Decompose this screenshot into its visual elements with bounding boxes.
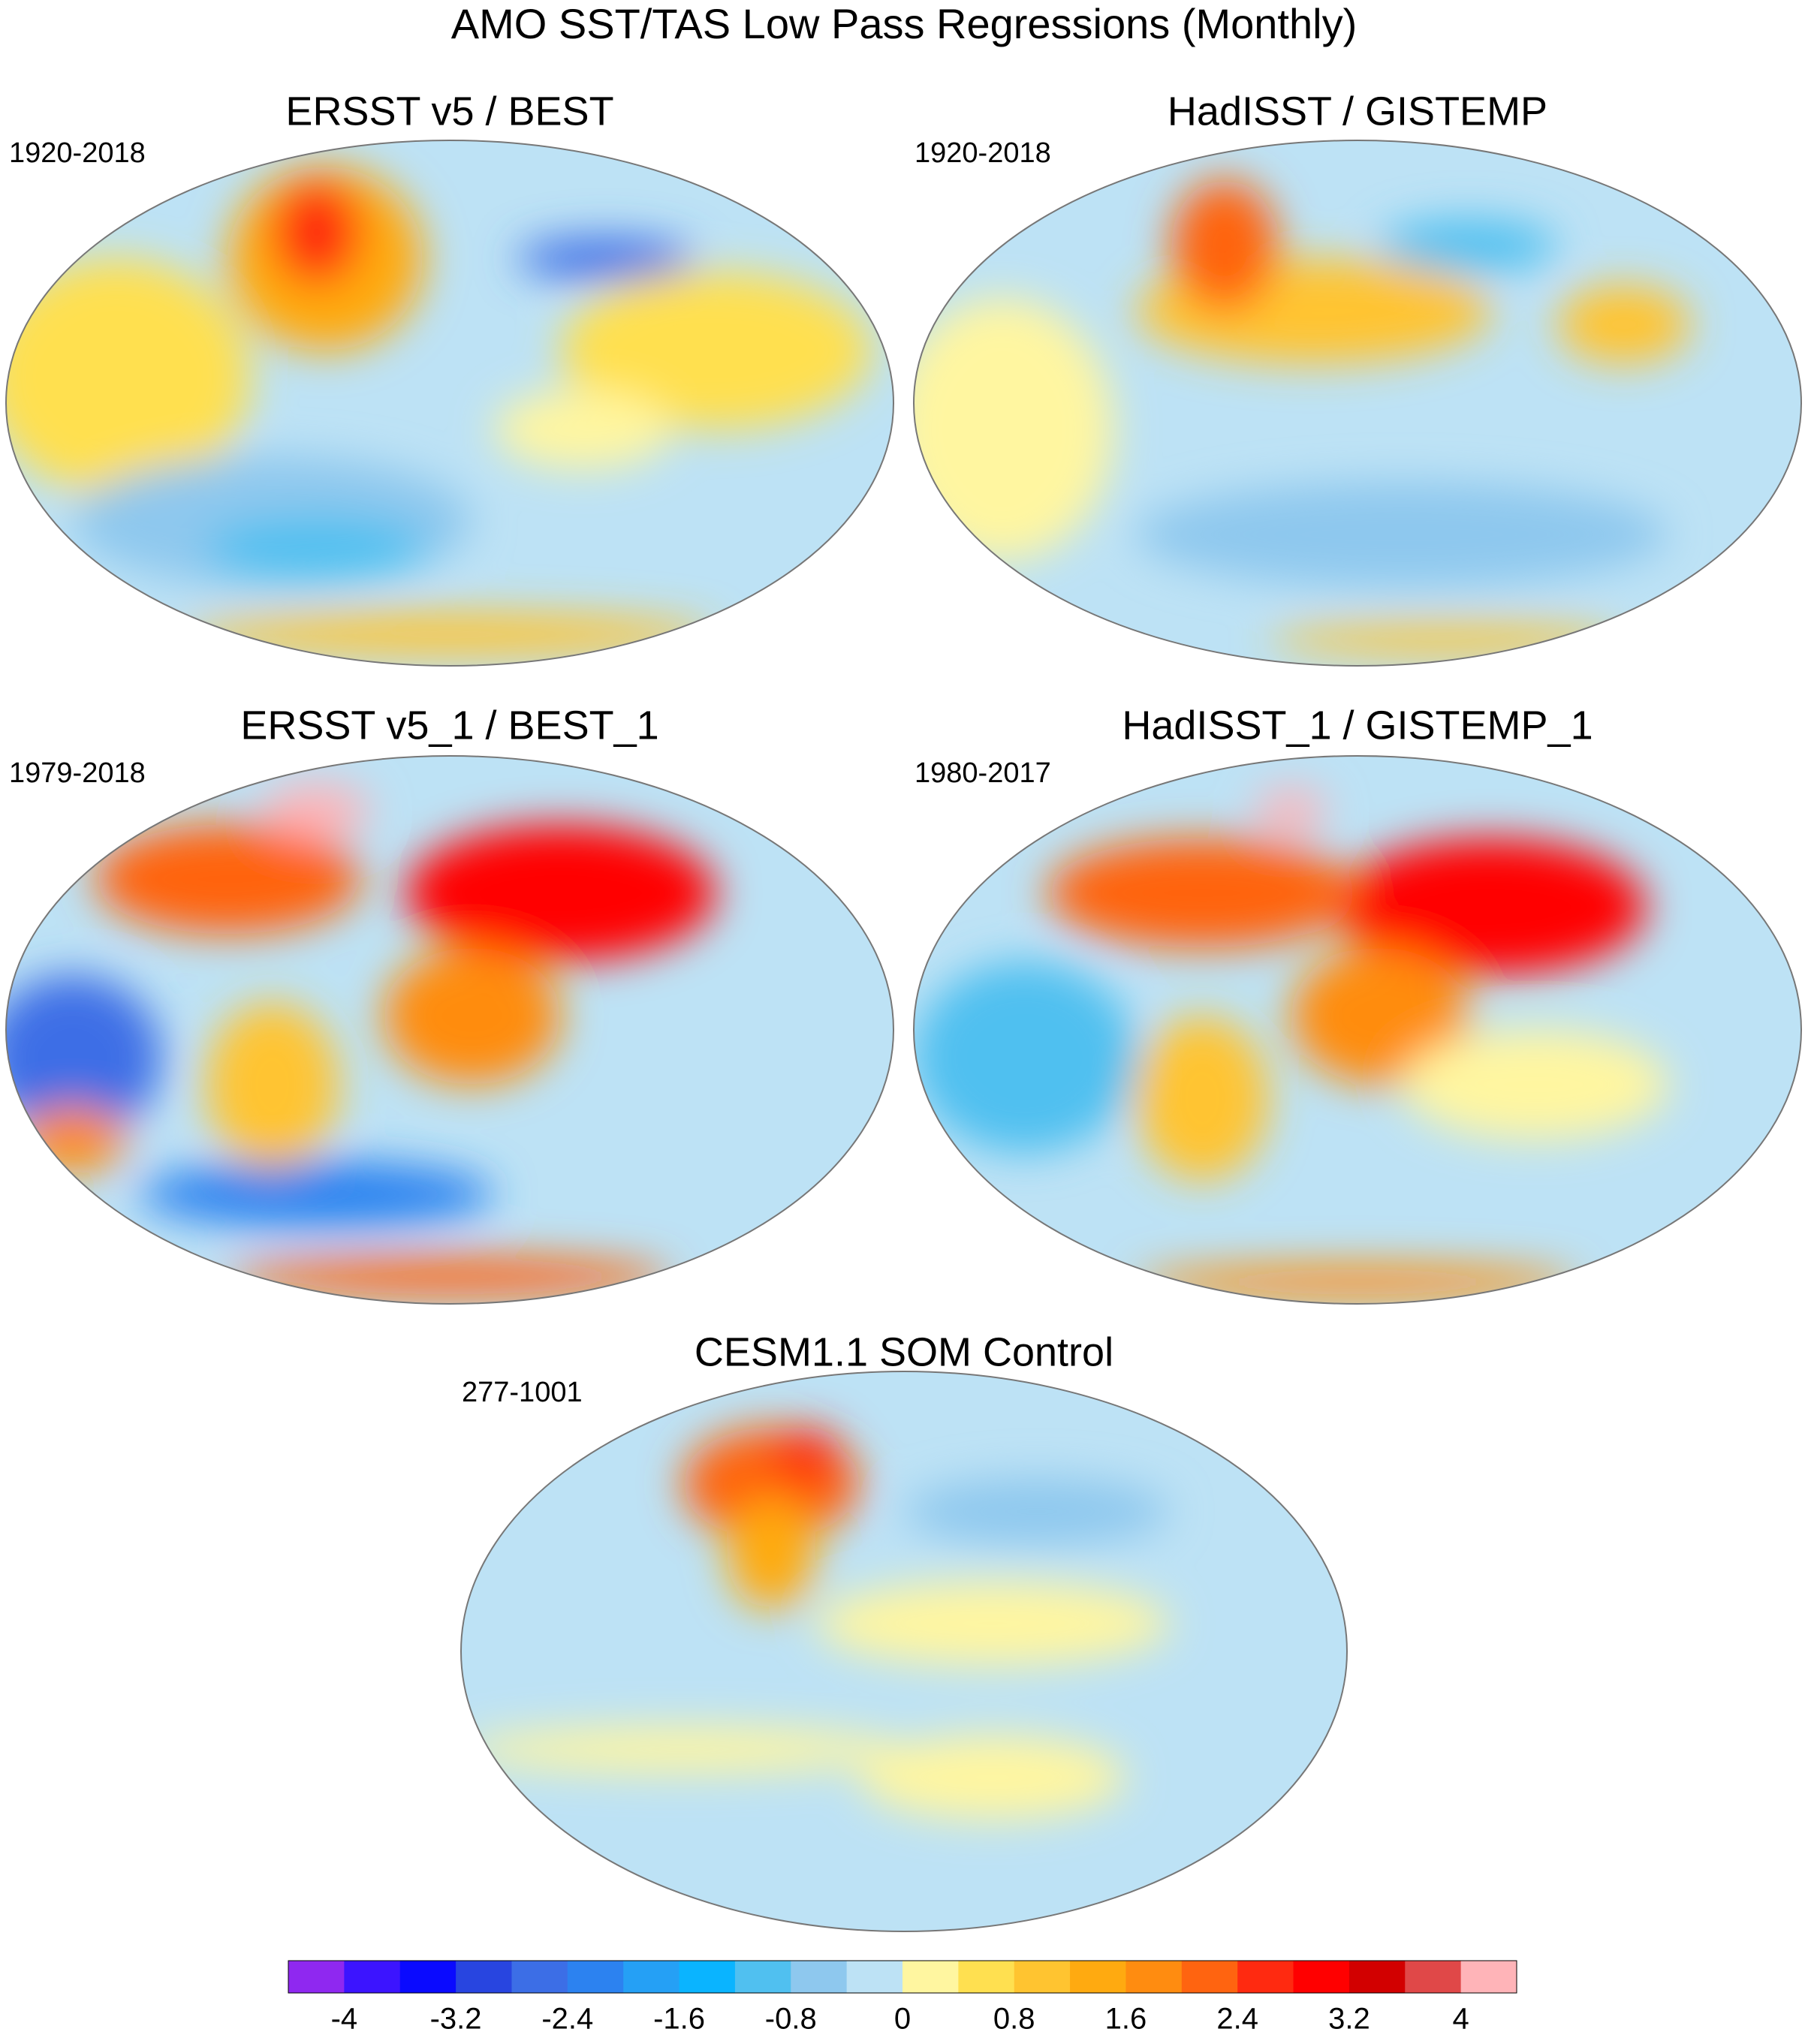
field-blob <box>1291 947 1469 1085</box>
colorbar-tick-label: 0 <box>894 2003 911 2036</box>
field-blob <box>183 613 716 655</box>
map <box>461 1371 1347 1931</box>
map-outline <box>5 140 894 667</box>
colorbar-box <box>511 1961 568 1993</box>
field-blob <box>1268 624 1624 655</box>
panel-title: ERSST v5 / BEST <box>285 89 613 134</box>
field-blob <box>1379 219 1557 272</box>
colorbar-tick-label: 0.8 <box>993 2003 1035 2036</box>
period-label: 1979-2018 <box>9 757 146 789</box>
map-outline <box>913 755 1802 1305</box>
field-blob <box>914 961 1136 1154</box>
field-blob <box>1255 788 1327 833</box>
colorbar-box <box>1237 1961 1294 1993</box>
field-blob <box>560 272 872 429</box>
field-blob <box>272 179 361 285</box>
field-blob <box>263 783 370 838</box>
field-blob <box>461 1726 904 1772</box>
map <box>6 140 893 666</box>
colorbar-frame <box>288 1960 1517 1994</box>
period-label: 1980-2017 <box>915 757 1051 789</box>
field-blob <box>1335 838 1647 975</box>
field-blob <box>95 824 361 935</box>
colorbar-box <box>734 1961 791 1993</box>
colorbar-box <box>456 1961 512 1993</box>
colorbar-box <box>1293 1961 1350 1993</box>
colorbar-box <box>344 1961 401 1993</box>
field-blob <box>205 516 428 579</box>
colorbar-box <box>1460 1961 1517 1993</box>
field-blob <box>1135 482 1668 587</box>
colorbar-box <box>1181 1961 1238 1993</box>
panel-title: ERSST v5_1 / BEST_1 <box>240 703 658 748</box>
field-blob <box>815 1581 1170 1666</box>
colorbar-box <box>902 1961 959 1993</box>
map-outline <box>5 755 894 1305</box>
colorbar-tick-label: -4 <box>331 2003 358 2036</box>
field-blob <box>6 258 251 495</box>
colorbar-box <box>1405 1961 1462 1993</box>
field-blob <box>1047 838 1358 948</box>
colorbar-tick-label: 2.4 <box>1216 2003 1258 2036</box>
map-field <box>6 783 716 1296</box>
colorbar-box <box>1348 1961 1406 1993</box>
panel-title: HadISST / GISTEMP <box>1168 89 1547 134</box>
field-blob <box>1402 1030 1668 1139</box>
field-blob <box>494 390 672 469</box>
field-blob <box>405 824 716 962</box>
field-blob <box>771 1427 842 1484</box>
colorbar-box <box>1070 1961 1126 1993</box>
colorbar-box <box>846 1961 903 1993</box>
colorbar-box <box>399 1961 457 1993</box>
colorbar-tick-label: 1.6 <box>1105 2003 1147 2036</box>
field-blob <box>860 1735 1125 1820</box>
panel-title: HadISST_1 / GISTEMP_1 <box>1122 703 1593 748</box>
map-field <box>914 788 1668 1299</box>
colorbar-box <box>623 1961 680 1993</box>
map <box>914 756 1801 1304</box>
colorbar-box <box>791 1961 848 1993</box>
panel-title: CESM1.1 SOM Control <box>695 1329 1113 1374</box>
field-blob <box>205 1002 339 1167</box>
map <box>914 140 1801 666</box>
colorbar-tick-label: 3.2 <box>1328 2003 1370 2036</box>
field-blob <box>1135 1265 1580 1299</box>
field-blob <box>19 1106 126 1173</box>
map-field <box>461 1427 1170 1820</box>
colorbar-box <box>679 1961 736 1993</box>
field-blob <box>1556 284 1691 364</box>
map-field <box>6 167 872 655</box>
colorbar-box <box>567 1961 624 1993</box>
figure-title: AMO SST/TAS Low Pass Regressions (Monthl… <box>451 0 1357 47</box>
field-blob <box>904 1477 1170 1546</box>
field-blob <box>1171 179 1278 312</box>
colorbar-box <box>1125 1961 1183 1993</box>
map-outline <box>460 1371 1348 1932</box>
field-blob <box>383 947 561 1085</box>
colorbar-box <box>1014 1961 1071 1993</box>
field-blob <box>516 237 695 280</box>
period-label: 1920-2018 <box>9 137 146 169</box>
map <box>6 756 893 1304</box>
field-blob <box>914 298 1113 561</box>
field-blob <box>228 1257 672 1296</box>
colorbar-tick-label: -1.6 <box>653 2003 705 2036</box>
colorbar-box <box>288 1961 345 1993</box>
period-label: 1920-2018 <box>915 137 1051 169</box>
colorbar-tick-label: -0.8 <box>765 2003 817 2036</box>
colorbar-box <box>958 1961 1015 1993</box>
field-blob <box>727 1497 815 1610</box>
map-field <box>914 179 1691 655</box>
field-blob <box>139 1161 495 1227</box>
colorbar-tick-label: 4 <box>1453 2003 1469 2036</box>
colorbar-tick-label: -2.4 <box>541 2003 593 2036</box>
map-outline <box>913 140 1802 667</box>
period-label: 277-1001 <box>462 1377 583 1408</box>
field-blob <box>1135 1016 1269 1181</box>
colorbar-tick-label: -3.2 <box>430 2003 482 2036</box>
field-blob <box>6 975 161 1139</box>
